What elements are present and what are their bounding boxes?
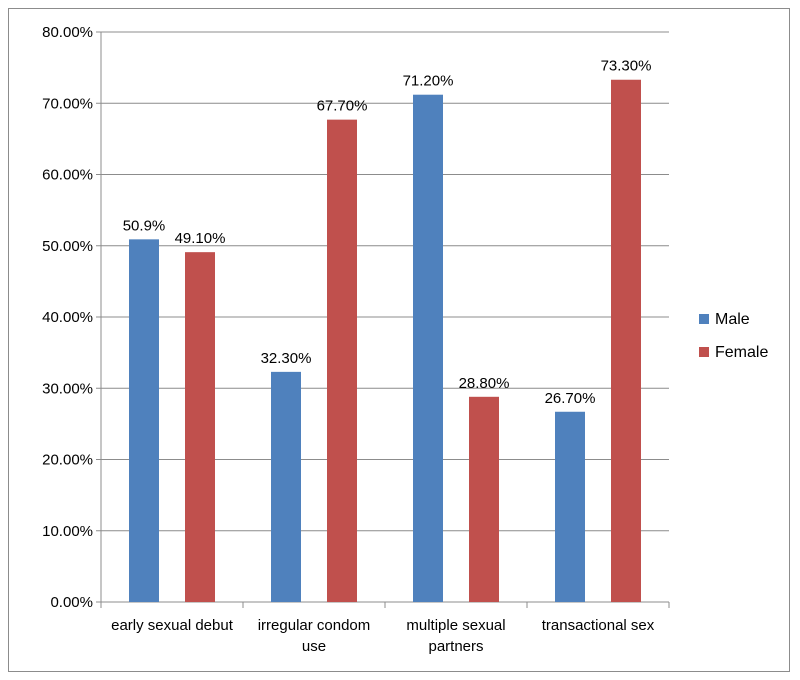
bar-female — [185, 252, 215, 602]
y-tick-label: 80.00% — [42, 24, 93, 41]
y-tick-label: 10.00% — [42, 523, 93, 540]
x-tick-label: multiple sexual partners — [406, 617, 505, 655]
y-tick-label: 0.00% — [50, 594, 93, 611]
y-tick-label: 70.00% — [42, 95, 93, 112]
data-label: 28.80% — [459, 375, 510, 392]
legend-label-female: Female — [715, 344, 768, 361]
data-label: 49.10% — [175, 230, 226, 247]
legend-swatch-female — [699, 347, 709, 357]
y-tick-label: 40.00% — [42, 309, 93, 326]
bar-male — [555, 411, 585, 602]
bar-female — [469, 396, 499, 602]
y-tick-label: 50.00% — [42, 238, 93, 255]
bar-female — [611, 79, 641, 603]
x-tick-label: early sexual debut — [111, 617, 234, 634]
y-tick-label: 20.00% — [42, 452, 93, 469]
bar-female — [327, 119, 357, 602]
x-tick-label: irregular condom use — [258, 617, 371, 655]
chart-frame: 0.00% 10.00% 20.00% 30.00% 40.00% 50.00% 60.00… — [8, 8, 790, 672]
bar-male — [413, 94, 443, 602]
y-tick-label: 60.00% — [42, 167, 93, 184]
x-tick-label: transactional sex — [542, 617, 655, 634]
data-label: 26.70% — [545, 390, 596, 407]
bar-male — [129, 239, 159, 602]
bar-male — [271, 371, 301, 602]
data-label: 67.70% — [317, 98, 368, 115]
legend-label-male: Male — [715, 311, 750, 328]
data-label: 71.20% — [403, 73, 454, 90]
bar-chart: 0.00% 10.00% 20.00% 30.00% 40.00% 50.00% 60.00… — [42, 24, 768, 655]
y-tick-label: 30.00% — [42, 380, 93, 397]
data-label: 73.30% — [601, 58, 652, 75]
legend-swatch-male — [699, 314, 709, 324]
data-label: 32.30% — [261, 350, 312, 367]
data-label: 50.9% — [123, 217, 166, 234]
